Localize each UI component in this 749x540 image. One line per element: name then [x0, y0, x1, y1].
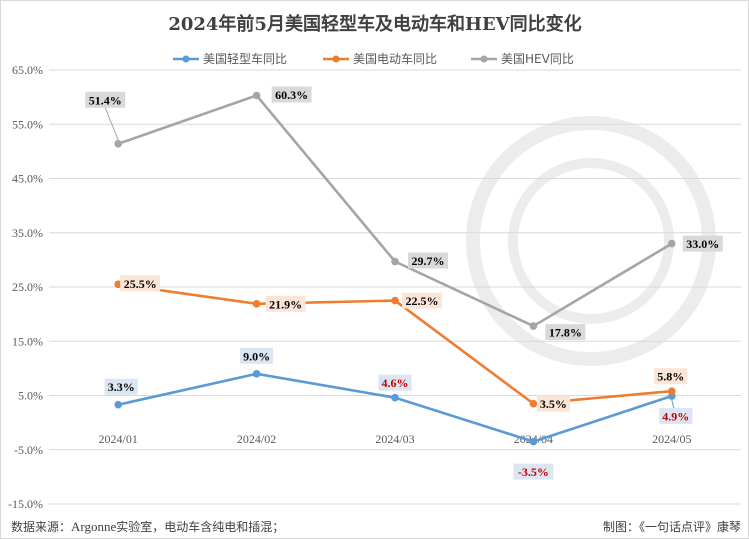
footer-credit: 制图：《一句话点评》康琴 [603, 519, 741, 534]
data-label: 33.0% [686, 237, 719, 251]
data-label-box [408, 252, 448, 269]
x-tick-label: 2024/05 [652, 432, 691, 446]
data-label: 3.3% [108, 380, 135, 394]
y-tick-label: 45.0% [12, 172, 43, 186]
data-label: 21.9% [269, 297, 302, 311]
y-tick-label: 35.0% [12, 226, 43, 240]
data-label-box [265, 295, 306, 312]
svg-text:数据来源：Argonne实验室，电动车含纯电和插混；: 数据来源：Argonne实验室，电动车含纯电和插混； [11, 519, 284, 534]
y-tick-label: 25.0% [12, 280, 43, 294]
y-tick-label: -15.0% [8, 497, 43, 511]
data-point [114, 280, 122, 289]
data-point [114, 400, 122, 409]
data-label: 29.7% [412, 254, 445, 268]
data-labels: 3.3% 9.0% 4.6% -3.5% 4.9% 25.5% 21.9% 22.5% 3.5%… [85, 86, 723, 480]
data-label-box [654, 368, 688, 385]
data-label-box [85, 91, 126, 108]
data-label: 51.4% [89, 93, 122, 107]
y-tick-label: 5.0% [18, 389, 43, 403]
series-line [117, 94, 673, 328]
data-label-box [402, 292, 442, 309]
data-label: 25.5% [124, 277, 157, 291]
data-label-box [659, 408, 693, 425]
data-point [529, 322, 538, 330]
legend-label: 美国电动车同比 [353, 51, 437, 66]
legend-label: 美国轻型车同比 [203, 51, 287, 66]
data-label: -3.5% [518, 465, 549, 479]
data-label-box [536, 395, 570, 412]
footer-source-en: Argonne [71, 519, 116, 534]
data-label-box [120, 275, 161, 292]
data-label: 9.0% [243, 349, 270, 363]
data-label-box [240, 347, 274, 364]
legend-marker [480, 55, 488, 63]
x-tick-label: 2024/01 [99, 432, 138, 446]
footer-source-suffix: 实验室，电动车含纯电和插混； [116, 519, 284, 534]
data-point [114, 139, 122, 148]
data-label-box [513, 463, 554, 480]
data-point [252, 91, 261, 100]
y-tick-label: -5.0% [14, 443, 43, 457]
legend: 美国轻型车同比 美国电动车同比 美国HEV同比 [173, 51, 574, 66]
footer: 数据来源：Argonne实验室，电动车含纯电和插混； 制图：《一句话点评》康琴 [11, 519, 741, 534]
data-label-box [378, 374, 412, 391]
data-point [668, 239, 676, 248]
x-tick-label: 2024/03 [375, 432, 414, 446]
y-tick-label: 65.0% [12, 63, 43, 77]
data-label: 60.3% [275, 88, 308, 102]
footer-source-prefix: 数据来源： [11, 519, 71, 534]
data-label: 4.9% [662, 410, 689, 424]
x-tick-label: 2024/02 [237, 432, 276, 446]
y-axis-ticks: 65.0% 55.0% 45.0% 35.0% 25.0% 15.0% 5.0% -5.0% -… [8, 63, 43, 511]
y-tick-label: 55.0% [12, 117, 43, 131]
data-point [529, 399, 538, 408]
data-point [391, 257, 399, 266]
legend-marker [332, 55, 340, 63]
chart-title: 2024年前5月美国轻型车及电动车和HEV同比变化 [168, 13, 581, 35]
data-label: 3.5% [540, 397, 567, 411]
data-label: 22.5% [406, 294, 439, 308]
data-label: 5.8% [657, 370, 684, 384]
leader-line [104, 107, 119, 140]
data-point [529, 437, 538, 446]
data-label: 17.8% [549, 326, 582, 340]
legend-marker [182, 55, 190, 63]
y-tick-label: 15.0% [12, 334, 43, 348]
series-lines [114, 91, 676, 446]
data-point [252, 300, 261, 308]
data-label-box [682, 235, 723, 252]
legend-label: 美国HEV同比 [501, 52, 574, 66]
data-point [391, 393, 399, 402]
data-point [391, 296, 399, 305]
data-label-box [545, 324, 586, 341]
leader-line [671, 399, 675, 409]
data-point [668, 387, 676, 395]
data-label: 4.6% [382, 376, 409, 390]
data-label-box [104, 378, 138, 395]
data-point [252, 370, 261, 378]
data-label-box [271, 86, 312, 103]
